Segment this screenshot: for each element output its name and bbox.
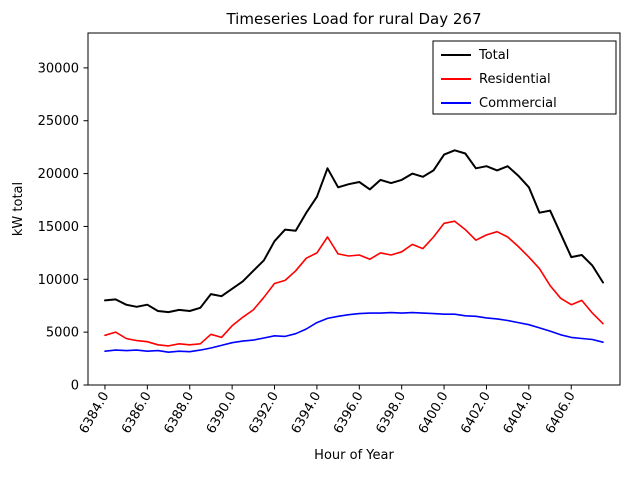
- legend-label-residential: Residential: [479, 72, 551, 87]
- legend-label-total: Total: [478, 48, 509, 63]
- x-tick-label: 6394.0: [289, 390, 325, 437]
- y-tick-label: 5000: [46, 326, 79, 341]
- x-tick-label: 6398.0: [373, 390, 409, 437]
- x-tick-label: 6404.0: [501, 390, 537, 437]
- series-lines: [104, 149, 604, 354]
- y-axis-ticks: 0 5000 10000 15000 20000 25000 30000: [38, 61, 88, 394]
- legend: Total Residential Commercial: [432, 40, 617, 115]
- legend-label-commercial: Commercial: [479, 96, 557, 111]
- series-line-residential: [104, 220, 604, 347]
- x-tick-label: 6400.0: [416, 390, 452, 437]
- y-tick-label: 25000: [38, 114, 79, 129]
- y-tick-label: 10000: [38, 273, 79, 288]
- series-line-total: [104, 149, 604, 314]
- y-tick-label: 20000: [38, 167, 79, 182]
- x-tick-label: 6386.0: [119, 390, 155, 437]
- x-axis-label: Hour of Year: [314, 448, 394, 463]
- x-tick-label: 6392.0: [246, 390, 282, 437]
- y-tick-label: 30000: [38, 61, 79, 76]
- x-tick-label: 6388.0: [161, 390, 197, 437]
- legend-box: [432, 40, 617, 115]
- plot-area: [87, 32, 621, 386]
- x-tick-label: 6396.0: [331, 390, 367, 437]
- x-tick-label: 6402.0: [458, 390, 494, 437]
- y-tick-label: 0: [71, 379, 79, 394]
- x-tick-label: 6390.0: [204, 390, 240, 437]
- x-axis-ticks: 6384.0 6386.0 6388.0 6390.0 6392.0 6394.0 6396…: [77, 385, 579, 436]
- y-axis-label: kW total: [11, 182, 26, 236]
- x-tick-label: 6384.0: [77, 390, 113, 437]
- y-tick-label: 15000: [38, 220, 79, 235]
- series-line-commercial: [104, 311, 604, 354]
- x-tick-label: 6406.0: [543, 390, 579, 437]
- chart-title: Timeseries Load for rural Day 267: [225, 10, 481, 28]
